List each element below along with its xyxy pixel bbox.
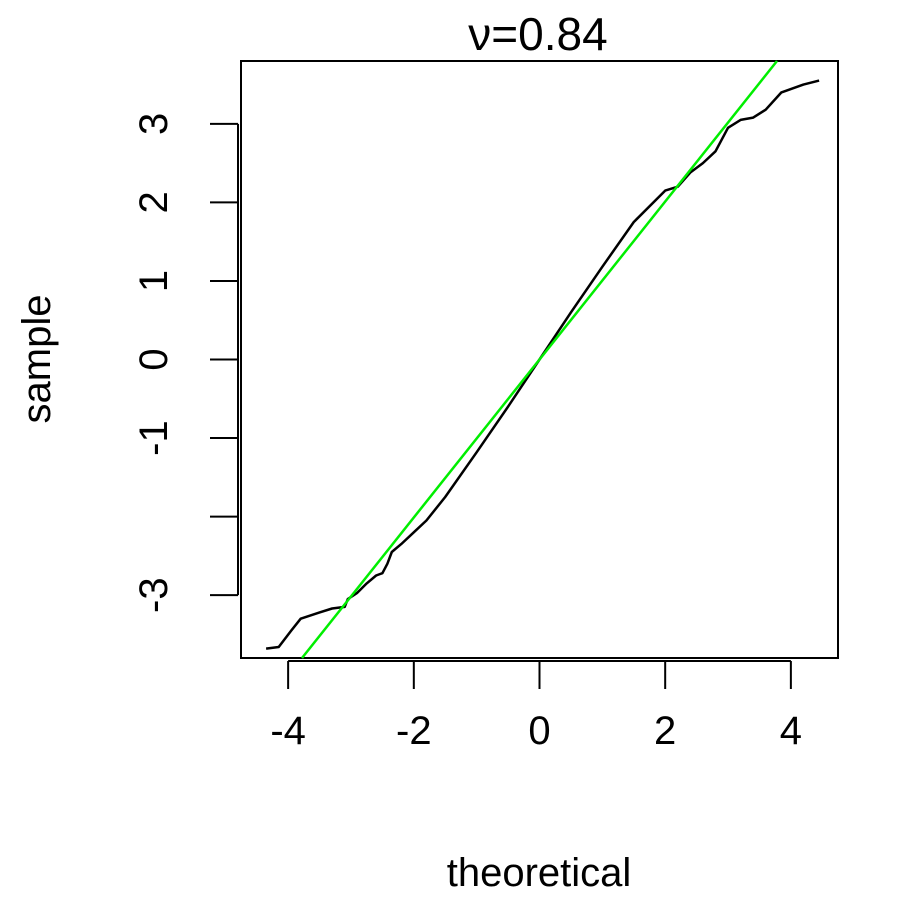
x-tick-label: 2 [654, 709, 676, 753]
x-tick-label: -2 [396, 709, 432, 753]
series-layer [265, 60, 820, 659]
y-tick-label: -3 [132, 577, 176, 613]
y-tick-label: 2 [132, 191, 176, 213]
x-tick-label: 0 [528, 709, 550, 753]
y-tick-label: 1 [132, 270, 176, 292]
chart-title: ν=0.84 [468, 8, 607, 60]
x-tick-label: -4 [270, 709, 306, 753]
x-axis-label: theoretical [447, 851, 632, 895]
x-axis: -4 -2 0 2 4 [270, 660, 802, 753]
y-tick-label: 0 [132, 348, 176, 370]
y-axis: -3 -1 0 1 2 3 [132, 113, 239, 613]
sample-quantile-line [265, 79, 820, 650]
y-tick-label: 3 [132, 113, 176, 135]
x-tick-label: 4 [780, 709, 802, 753]
plot-frame [240, 60, 839, 659]
reference-line [301, 60, 778, 659]
y-tick-label: -1 [132, 420, 176, 456]
y-axis-label: sample [15, 295, 59, 424]
